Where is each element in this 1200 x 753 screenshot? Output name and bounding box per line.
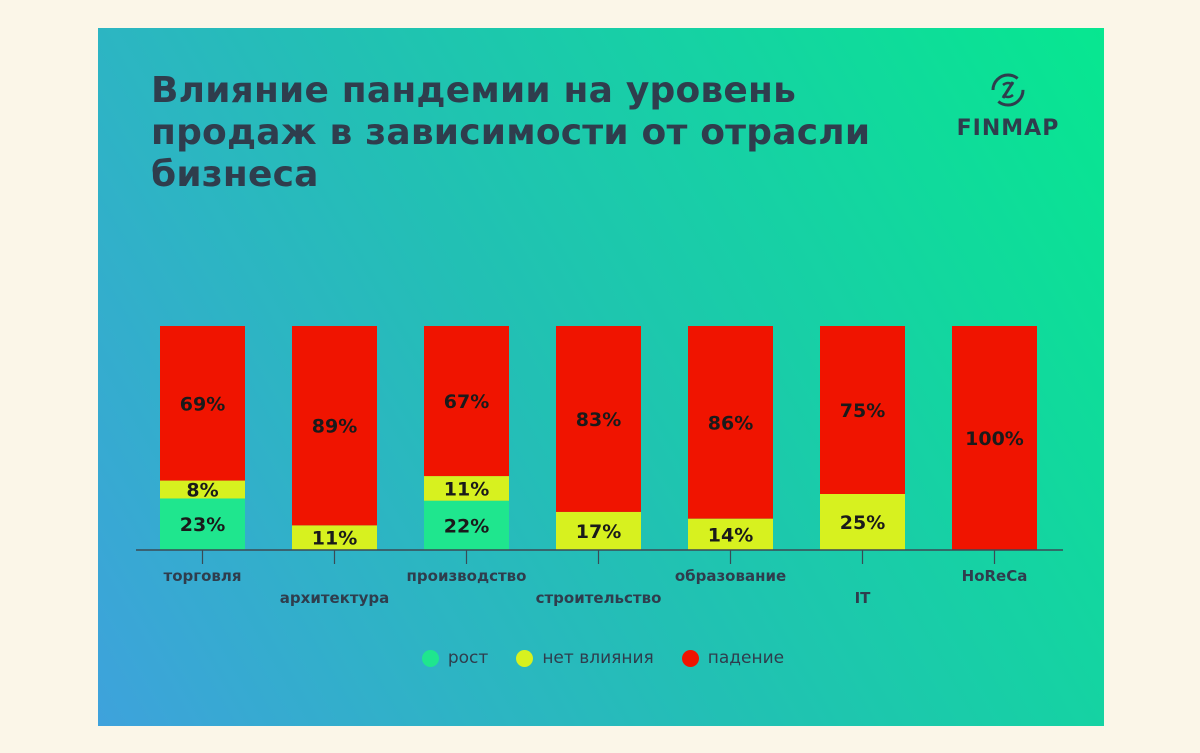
data-label: 8% (186, 480, 218, 502)
data-label: 83% (576, 409, 621, 431)
legend-label: нет влияния (542, 648, 654, 668)
bar-segment (820, 494, 905, 550)
legend-swatch (681, 649, 699, 667)
chart-card: Влияние пандемии на уровень продаж в зав… (98, 28, 1104, 726)
bar-segment (160, 326, 245, 481)
legend-item-decline: падение (681, 648, 785, 668)
bar-segment (952, 326, 1037, 550)
data-label: 25% (840, 512, 885, 534)
finmap-logo: FINMAP (948, 70, 1068, 141)
bar-segment (160, 498, 245, 550)
legend-item-growth: рост (421, 648, 489, 668)
x-tick-label: архитектура (280, 589, 389, 607)
bar-segment (820, 326, 905, 494)
bar-segment (292, 525, 377, 550)
x-tick-label: HoReCa (962, 567, 1028, 585)
bar-segment (160, 480, 245, 499)
stacked-bar-chart: 23% 8% 69% торговля 11% 89% архитектура 22% 11% 6… (136, 326, 1063, 607)
x-tick-label: IT (855, 589, 872, 607)
data-label: 23% (180, 514, 225, 536)
chart-title: Влияние пандемии на уровень продаж в зав… (151, 70, 871, 195)
bar-segment (424, 326, 509, 477)
bar-segment (292, 326, 377, 526)
legend-item-none: нет влияния (516, 648, 654, 668)
bar-segment (688, 326, 773, 519)
data-label: 89% (312, 416, 357, 438)
x-tick-label: производство (407, 567, 527, 585)
bar-segment (688, 518, 773, 550)
bar-segment (556, 511, 641, 550)
data-label: 86% (708, 412, 753, 434)
data-label: 67% (444, 391, 489, 413)
x-tick-label: торговля (164, 567, 242, 585)
bar-segment (424, 476, 509, 501)
finmap-logo-icon (991, 73, 1025, 107)
legend-swatch (516, 649, 534, 667)
chart-legend: рост нет влияния падение (398, 648, 808, 668)
data-label: 11% (444, 478, 489, 500)
data-label: 22% (444, 515, 489, 537)
x-tick-label: строительство (536, 589, 662, 607)
bar-segment (424, 500, 509, 550)
data-label: 100% (965, 428, 1024, 450)
legend-label: рост (447, 648, 489, 668)
bar-segment (556, 326, 641, 512)
data-label: 17% (576, 521, 621, 543)
data-label: 69% (180, 393, 225, 415)
data-label: 11% (312, 528, 357, 550)
x-tick-label: образование (675, 567, 786, 585)
logo-text: FINMAP (956, 116, 1060, 141)
data-label: 14% (708, 524, 753, 546)
legend-swatch (421, 649, 439, 667)
legend-label: падение (707, 648, 785, 668)
data-label: 75% (840, 400, 885, 422)
